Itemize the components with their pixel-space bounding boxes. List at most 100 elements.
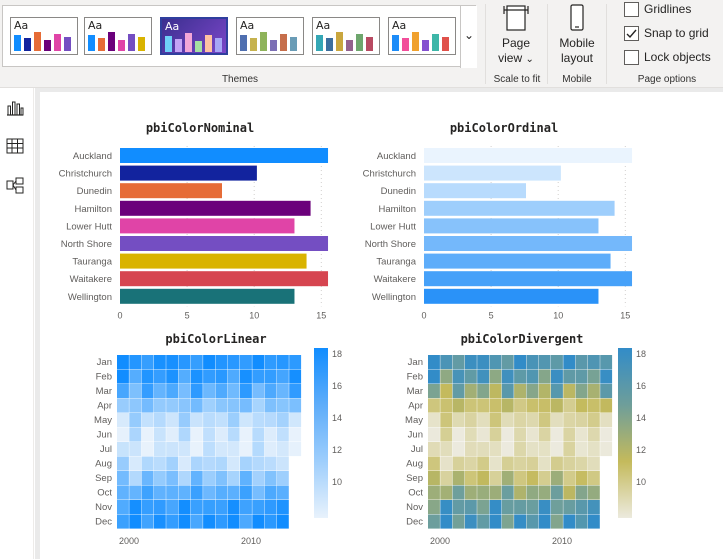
bar-hamilton[interactable] [424,200,615,216]
bar-lower-hutt[interactable] [424,218,599,234]
model-view-icon[interactable] [5,176,25,196]
bar-lower-hutt[interactable] [120,218,295,234]
x-tick-label: 5 [185,310,190,320]
year-tick-label: 2000 [119,536,139,546]
palette-bar [138,37,145,51]
heat-cell [117,413,129,428]
bar-waitakere[interactable] [424,271,633,287]
linear-chart-title: pbiColorLinear [165,332,266,346]
theme-palette-bars [240,32,297,51]
theme-thumbnail[interactable]: Aa [388,17,456,55]
bar-auckland[interactable] [424,148,633,163]
heat-cell [551,427,563,442]
theme-thumbnail[interactable]: Aa [312,17,380,55]
palette-bar [336,32,343,51]
themes-more-button[interactable]: ⌄ [460,6,477,68]
heat-cell [289,384,302,399]
report-view-icon[interactable] [5,98,25,118]
palette-bar [14,35,21,51]
heat-cell [190,514,203,529]
heat-cell [538,413,551,428]
bar-dunedin[interactable] [120,183,222,199]
heat-cell [141,427,154,442]
heat-cell [190,427,203,442]
heat-cell [276,456,289,471]
bar-tauranga[interactable] [120,253,307,269]
bar-dunedin[interactable] [424,183,526,199]
heat-cell [215,500,228,515]
month-label: Dec [95,517,112,528]
heat-cell [203,442,215,457]
theme-palette-bars [14,32,71,51]
heat-cell [117,500,129,515]
heat-cell [477,500,490,515]
page-options-group-label: Page options [637,74,697,85]
heat-cell [514,500,526,515]
bar-north-shore[interactable] [424,236,633,251]
heat-cell [587,398,600,413]
month-label: Sep [95,473,112,484]
view-switcher-rail [0,88,34,559]
palette-bar [422,40,429,51]
heat-cell [215,456,228,471]
mobile-layout-button[interactable]: Mobile layout [553,3,601,69]
table-view-icon[interactable] [5,136,25,156]
heat-cell [428,355,440,370]
bar-wellington[interactable] [120,288,295,304]
heat-cell [240,456,252,471]
heat-cell [178,442,191,457]
heat-cell [501,442,514,457]
heat-cell [190,500,203,515]
bar-tauranga[interactable] [424,253,611,269]
divergent-heatmap[interactable]: pbiColorDivergent Jan Feb Mar Apr May Jun Jul A… [405,332,646,546]
ordinal-chart[interactable]: pbiColorOrdinal Auckland Christchurch Dune… [363,121,633,320]
bar-wellington[interactable] [424,288,599,304]
heat-cell [166,471,179,486]
heat-cell [489,369,502,384]
bar-christchurch[interactable] [424,165,561,181]
linear-heatmap[interactable]: pbiColorLinear Jan Feb Mar Apr May Jun Jul Aug S… [94,332,342,546]
palette-bar [185,33,192,52]
heat-cell [489,485,502,500]
heat-cell [501,471,514,486]
heat-cell [464,485,477,500]
palette-bar [175,39,182,52]
heat-cell [276,369,289,384]
heat-cell [464,398,477,413]
heat-cell [600,369,613,384]
palette-bar [64,37,71,51]
heat-cell [240,514,252,529]
nominal-chart[interactable]: pbiColorNominal Auckland Christchurch Dune… [59,121,329,320]
legend-tick-label: 16 [636,381,646,391]
chevron-down-icon: ⌄ [525,54,534,65]
heat-cell [587,355,600,370]
palette-bar [108,32,115,51]
bar-north-shore[interactable] [120,236,329,251]
heat-cell [514,485,526,500]
heat-cell [501,384,514,399]
heat-cell [452,456,465,471]
heat-cell [587,514,600,529]
heat-cell [240,355,252,370]
heat-cell [289,398,302,413]
theme-thumbnail[interactable]: Aa [236,17,304,55]
bar-christchurch[interactable] [120,165,257,181]
heat-cell [203,427,215,442]
bar-waitakere[interactable] [120,271,329,287]
theme-thumbnail[interactable]: Aa [10,17,78,55]
palette-bar [346,40,353,51]
category-label: Wellington [68,292,112,303]
heat-cell [264,442,277,457]
bar-auckland[interactable] [120,148,329,163]
heat-cell [440,485,453,500]
page-view-button[interactable]: Page view ⌄ [493,3,539,69]
heat-cell [526,355,539,370]
heat-cell [452,355,465,370]
month-label: Aug [406,459,423,470]
theme-thumbnail[interactable]: Aa [84,17,152,55]
heat-cell [575,384,588,399]
month-label: Aug [95,459,112,470]
bar-hamilton[interactable] [120,200,311,216]
theme-thumbnail[interactable]: Aa [160,17,228,55]
heat-cell [428,442,440,457]
